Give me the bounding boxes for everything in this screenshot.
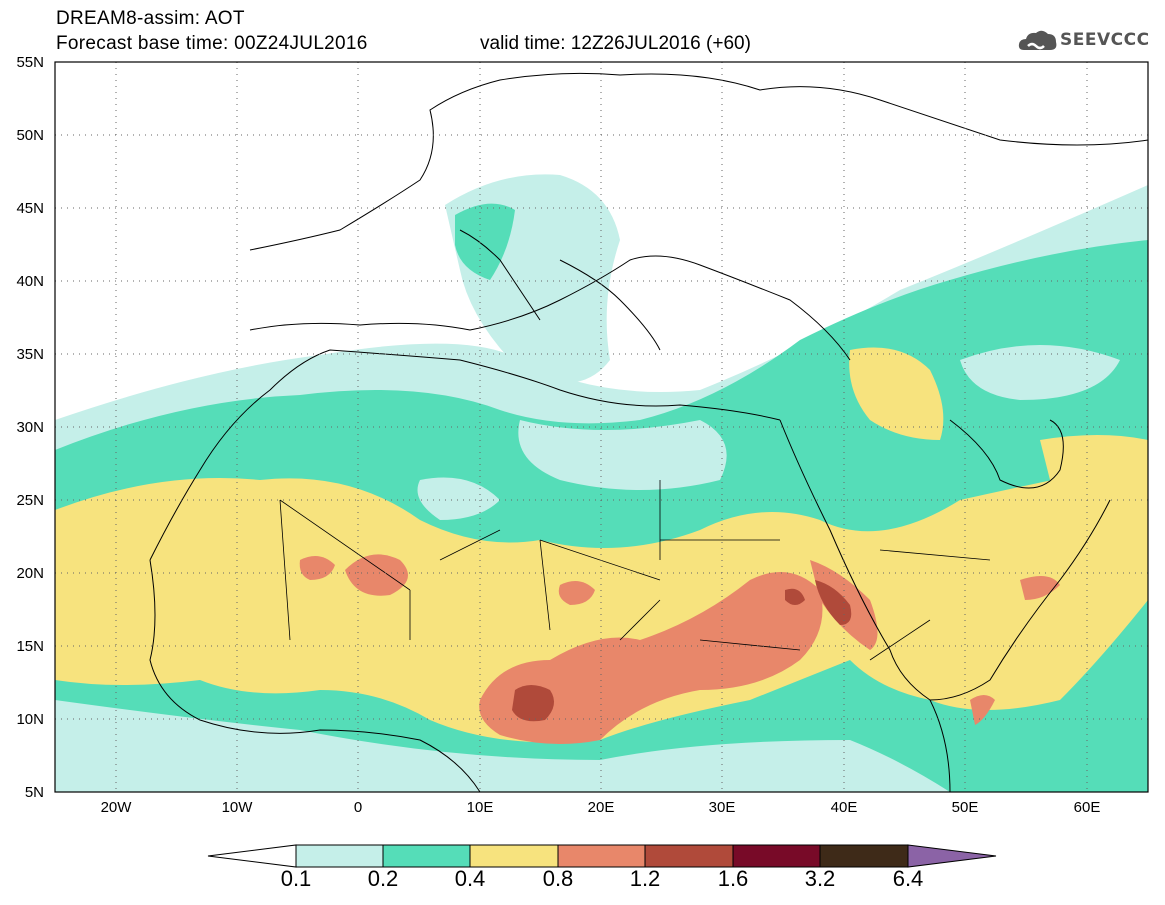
logo-text: SEEVCCC [1060,30,1150,50]
seevccc-logo: SEEVCCC [1018,26,1154,56]
colorbar-bin [819,844,909,868]
lon-tick-label: 20W [101,799,133,816]
coastlines [149,72,1148,792]
colorbar-label: 0.2 [367,866,399,891]
lon-tick-label: 20E [588,799,615,816]
colorbar-bin [382,844,471,868]
colorbar-high-arrow [907,844,997,868]
lat-tick-label: 15N [16,638,44,655]
colorbar-bin [469,844,559,868]
colorbar [207,844,997,868]
valid-time: valid time: 12Z26JUL2016 (+60) [480,33,751,54]
lon-axis: 20W 10W 0 10E 20E 30E 40E 50E 60E [101,799,1101,816]
country-borders [279,480,991,661]
colorbar-label: 0.1 [280,866,312,891]
lon-tick-label: 10W [222,799,254,816]
graticule [55,62,1148,792]
forecast-base-time: Forecast base time: 00Z24JUL2016 [56,33,368,54]
lon-tick-label: 40E [831,799,858,816]
lon-tick-label: 60E [1074,799,1101,816]
map-frame [54,61,1149,793]
lat-axis: 55N 50N 45N 40N 35N 30N 25N 20N 15N 10N … [16,54,44,801]
lon-tick-label: 10E [467,799,494,816]
colorbar-bin [295,844,384,868]
lat-tick-label: 25N [16,492,44,509]
colorbar-label: 6.4 [892,866,924,891]
colorbar-label: 1.6 [717,866,749,891]
map-title: DREAM8-assim: AOT [56,8,245,29]
lat-tick-label: 45N [16,200,44,217]
lon-tick-label: 30E [709,799,736,816]
lat-tick-label: 55N [16,54,44,71]
colorbar-label: 1.2 [629,866,661,891]
lon-tick-label: 50E [952,799,979,816]
colorbar-label: 0.8 [542,866,574,891]
lat-tick-label: 40N [16,273,44,290]
lat-tick-label: 30N [16,419,44,436]
lon-tick-label: 0 [354,799,362,816]
cloud-icon [1018,30,1057,50]
lat-tick-label: 5N [25,784,44,801]
colorbar-label: 0.4 [454,866,486,891]
lat-tick-label: 10N [16,711,44,728]
colorbar-bin [644,844,734,868]
lat-tick-label: 35N [16,346,44,363]
colorbar-bin [732,844,821,868]
colorbar-label: 3.2 [804,866,836,891]
colorbar-low-arrow [207,844,297,868]
lat-tick-label: 50N [16,127,44,144]
lat-tick-label: 20N [16,565,44,582]
colorbar-bin [557,844,646,868]
